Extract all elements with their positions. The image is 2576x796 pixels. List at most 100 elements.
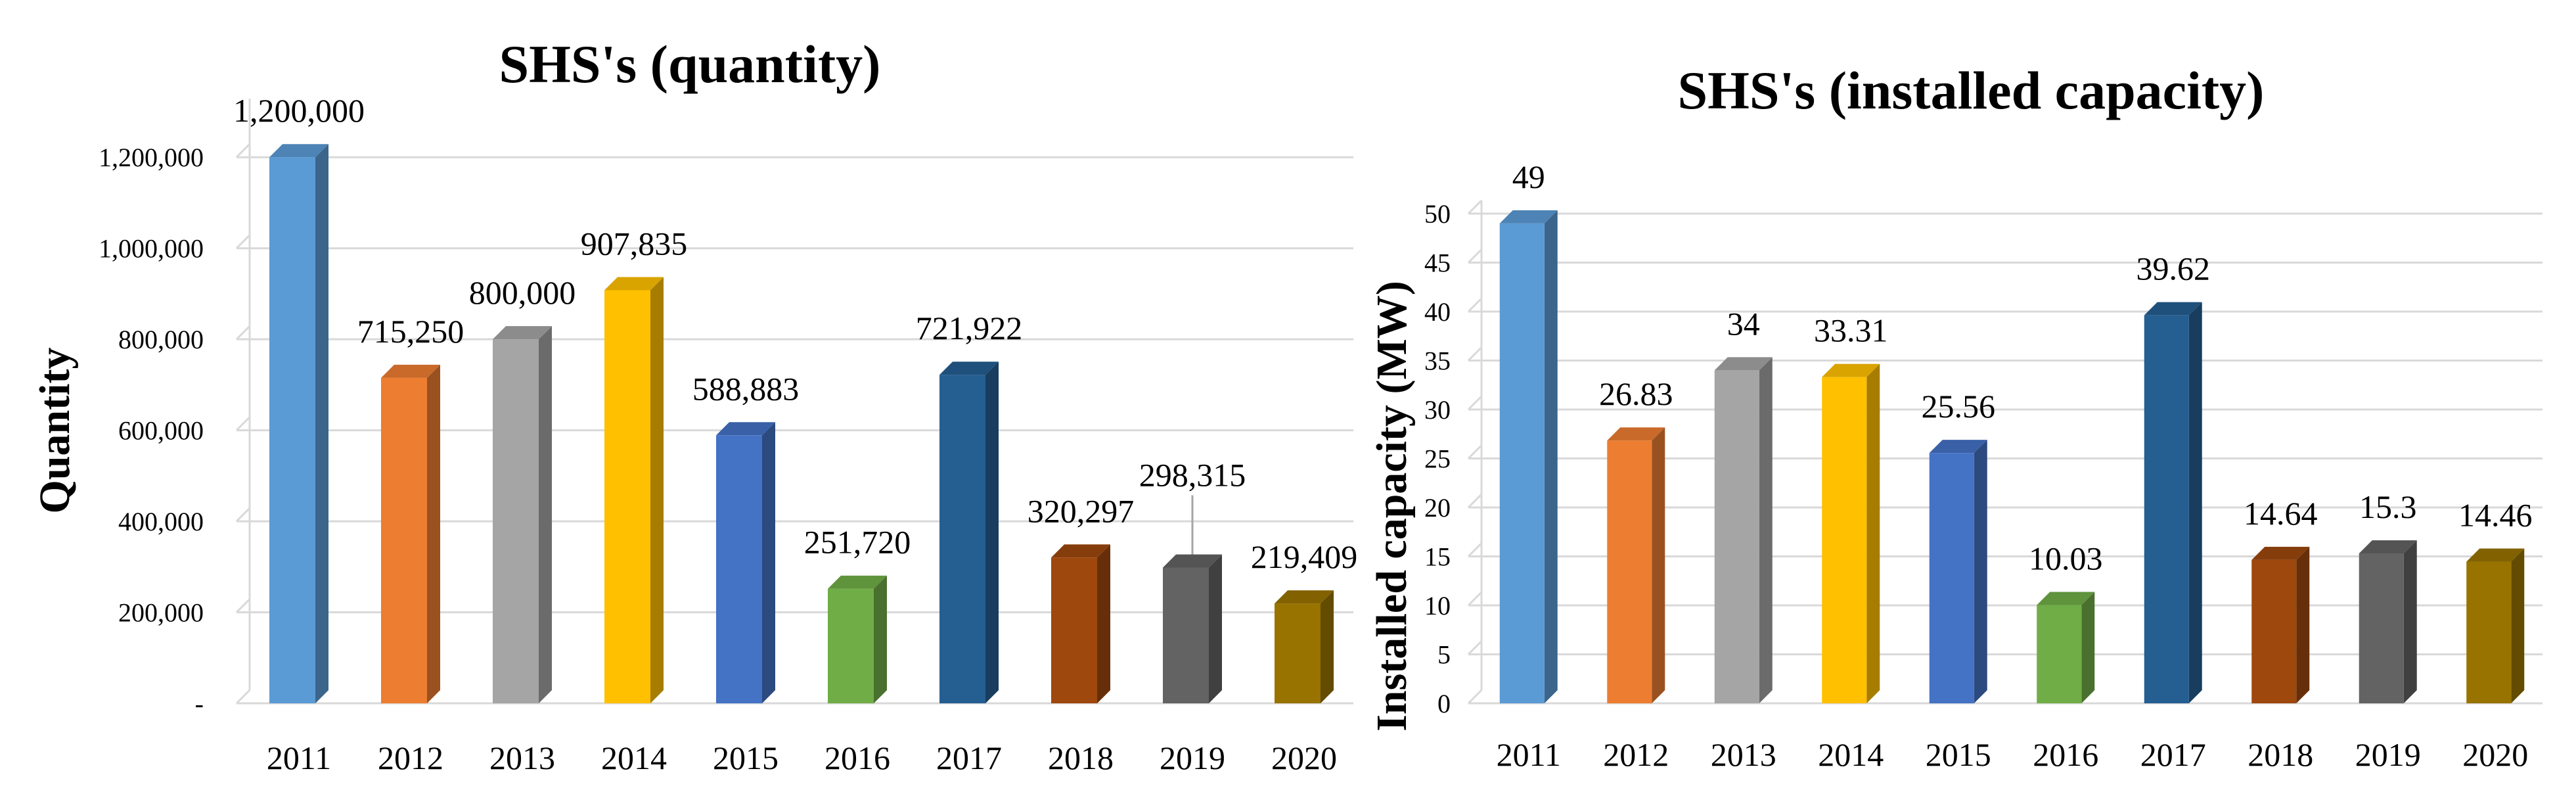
capacity-data-label: 14.64 [2244, 495, 2318, 532]
capacity-gridline-depth [1467, 297, 1483, 313]
quantity-bar-2012 [381, 364, 440, 703]
capacity-bar-front [1929, 453, 1974, 703]
quantity-bar-front [716, 435, 762, 703]
capacity-gridline-depth [1467, 199, 1483, 215]
capacity-y-tick-label: 10 [1424, 591, 1451, 620]
capacity-data-label: 10.03 [2029, 540, 2103, 577]
quantity-y-tick-label: 1,200,000 [99, 143, 204, 172]
quantity-x-tick-label: 2013 [489, 739, 555, 776]
capacity-bar-2020 [2466, 548, 2525, 703]
quantity-data-label: 320,297 [1028, 492, 1135, 529]
quantity-bar-front [1163, 567, 1209, 703]
capacity-bar-side [2188, 302, 2202, 703]
quantity-bar-side [985, 362, 999, 703]
quantity-bar-2015 [716, 422, 775, 703]
capacity-data-label: 25.56 [1922, 388, 1996, 425]
quantity-x-tick-label: 2018 [1048, 739, 1114, 776]
quantity-data-label: 715,250 [357, 313, 464, 350]
capacity-y-tick-label: 30 [1424, 395, 1451, 425]
quantity-bar-top [269, 144, 328, 158]
capacity-bar-top [2466, 548, 2525, 562]
quantity-bar-side [1209, 554, 1222, 703]
quantity-gridline-depth [235, 325, 251, 340]
quantity-y-tick-label: 200,000 [118, 598, 204, 628]
capacity-bar-top [1822, 363, 1880, 377]
quantity-bar-top [716, 422, 775, 436]
capacity-bar-front [1822, 377, 1867, 703]
capacity-bar-front [2359, 553, 2404, 703]
capacity-gridline-depth [1467, 689, 1483, 705]
capacity-bar-2019 [2359, 540, 2417, 703]
quantity-x-tick-label: 2016 [825, 739, 890, 776]
quantity-data-label: 251,720 [804, 524, 911, 561]
capacity-bar-top [2037, 592, 2095, 605]
capacity-gridline-depth [1467, 542, 1483, 557]
quantity-gridline-depth [235, 143, 251, 158]
quantity-bar-top [604, 277, 664, 291]
capacity-bar-front [2251, 559, 2297, 703]
capacity-x-tick-label: 2019 [2355, 736, 2421, 773]
quantity-bar-2020 [1275, 590, 1334, 703]
capacity-bar-side [2296, 546, 2310, 703]
capacity-data-label: 26.83 [1599, 375, 1673, 412]
capacity-data-label: 33.31 [1814, 312, 1888, 349]
quantity-x-tick-label: 2015 [713, 739, 779, 776]
capacity-data-label: 34 [1727, 305, 1760, 342]
quantity-bar-side [762, 422, 775, 703]
quantity-y-tick-label: 1,000,000 [99, 234, 204, 264]
capacity-y-tick-label: 40 [1424, 297, 1451, 327]
quantity-data-label: 219,409 [1251, 538, 1358, 575]
quantity-bar-side [650, 277, 664, 703]
quantity-bar-side [1321, 590, 1334, 703]
capacity-gridline-depth [1467, 493, 1483, 509]
capacity-bar-side [1866, 363, 1880, 703]
quantity-data-label: 721,922 [916, 310, 1023, 346]
capacity-y-tick-label: 25 [1424, 444, 1451, 474]
capacity-chart-title: SHS's (installed capacity) [1678, 60, 2265, 120]
quantity-y-tick-label: 400,000 [118, 507, 204, 536]
quantity-data-label: 907,835 [581, 225, 688, 262]
capacity-gridline-depth [1467, 444, 1483, 459]
quantity-y-tick-label: 600,000 [118, 416, 204, 446]
capacity-bar-side [2403, 540, 2417, 703]
quantity-bar-front [269, 157, 315, 703]
quantity-bar-front [1275, 603, 1321, 703]
capacity-bar-side [1759, 357, 1773, 703]
quantity-gridline-depth [235, 689, 251, 705]
capacity-y-tick-label: 45 [1424, 248, 1451, 278]
quantity-x-tick-label: 2019 [1160, 739, 1225, 776]
capacity-bar-front [1499, 223, 1545, 703]
capacity-y-tick-label: 35 [1424, 346, 1451, 376]
capacity-x-tick-label: 2020 [2462, 736, 2528, 773]
capacity-x-tick-label: 2017 [2140, 736, 2206, 773]
quantity-bar-top [1163, 554, 1222, 568]
quantity-bar-2018 [1051, 544, 1110, 703]
quantity-x-tick-label: 2020 [1271, 739, 1337, 776]
quantity-bar-side [1097, 544, 1110, 703]
quantity-bar-side [874, 575, 887, 703]
quantity-bar-2019 [1163, 554, 1222, 703]
quantity-bar-front [828, 588, 874, 703]
capacity-bar-front [2144, 315, 2189, 703]
quantity-bar-front [493, 339, 539, 703]
capacity-x-tick-label: 2018 [2248, 736, 2313, 773]
capacity-bar-top [2144, 302, 2202, 316]
capacity-bar-front [2037, 605, 2082, 703]
capacity-bar-front [1607, 440, 1652, 703]
quantity-bar-front [604, 290, 650, 703]
capacity-x-tick-label: 2011 [1497, 736, 1561, 773]
capacity-bar-front [2466, 561, 2512, 703]
capacity-bar-2017 [2144, 302, 2202, 703]
quantity-gridline-depth [235, 416, 251, 431]
capacity-data-label: 49 [1512, 158, 1545, 195]
quantity-bar-top [381, 364, 440, 378]
quantity-bar-front [1051, 557, 1097, 703]
capacity-y-tick-label: 5 [1437, 640, 1451, 670]
capacity-bar-side [1544, 210, 1558, 703]
capacity-bar-2013 [1714, 357, 1773, 703]
capacity-bar-top [1929, 440, 1987, 454]
capacity-bar-top [1607, 427, 1665, 441]
quantity-bar-top [1275, 590, 1334, 604]
capacity-bar-2016 [2037, 592, 2095, 703]
